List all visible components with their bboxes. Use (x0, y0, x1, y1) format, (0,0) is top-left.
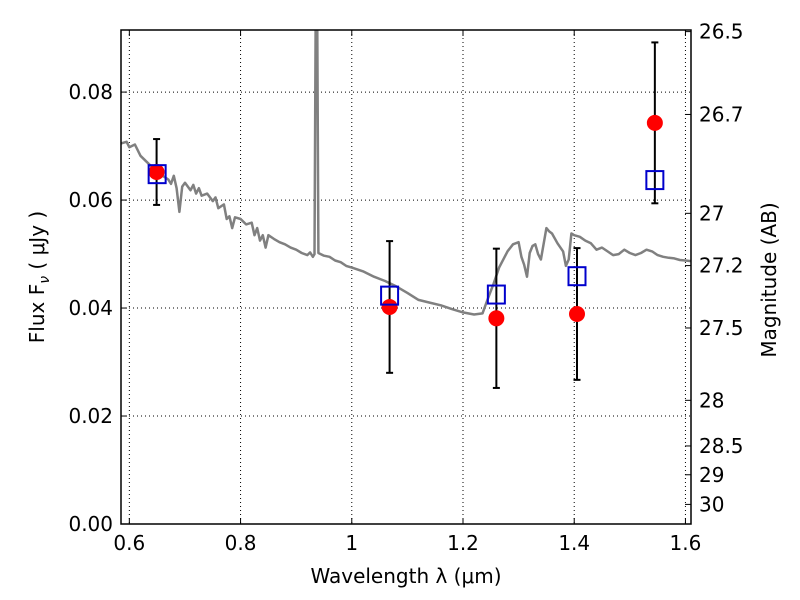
y2-tick-label: 27 (699, 201, 724, 225)
y-axis-label-units: ( μJy ) (25, 211, 49, 276)
x-axis: 0.6 0.8 1 1.2 1.4 1.6 (113, 30, 701, 555)
y2-tick-label: 28 (699, 388, 724, 412)
model-flux-square (147, 164, 167, 185)
y2-tick-label: 29 (699, 463, 724, 487)
axes-border (120, 29, 692, 525)
y2-axis: 26.5 26.7 27 27.2 27.5 28 28.5 29 30 (685, 20, 744, 516)
y2-tick-label: 26.7 (699, 102, 744, 126)
axes-frame (120, 29, 692, 525)
y-tick-label: 0.06 (68, 188, 113, 212)
x-tick-label: 1 (345, 531, 358, 555)
grid-lines (121, 30, 691, 524)
y-axis-label-main: Flux F (25, 284, 49, 343)
y-tick-label: 0.00 (68, 512, 113, 536)
y-axis-label-subscript: ν (37, 276, 53, 284)
model-spectrum-line (121, 30, 691, 316)
x-tick-label: 0.6 (113, 531, 145, 555)
x-tick-label: 1.4 (558, 531, 590, 555)
y2-tick-label: 26.5 (699, 20, 744, 44)
model-flux-square (486, 284, 506, 305)
y-tick-label: 0.08 (68, 80, 113, 104)
y-axis: 0.00 0.02 0.04 0.06 0.08 (68, 80, 127, 536)
observed-flux-point (646, 114, 663, 131)
plot-area (121, 30, 691, 389)
model-flux-square (567, 266, 587, 287)
model-flux-square (645, 170, 665, 191)
observed-flux-point (148, 163, 165, 180)
y2-tick-label: 28.5 (699, 434, 744, 458)
y2-tick-label: 30 (699, 492, 724, 516)
y-axis-label: Flux Fν ( μJy ) (25, 211, 53, 343)
model-flux-square (380, 285, 400, 306)
y2-tick-label: 27.2 (699, 254, 744, 278)
y2-axis-label: Magnitude (AB) (757, 202, 781, 357)
y-tick-label: 0.04 (68, 296, 113, 320)
y-tick-label: 0.02 (68, 404, 113, 428)
x-tick-label: 1.6 (670, 531, 702, 555)
x-axis-label: Wavelength λ (μm) (310, 564, 501, 588)
y2-tick-label: 27.5 (699, 316, 744, 340)
observed-flux-point (381, 298, 398, 315)
observed-flux-point (488, 310, 505, 327)
observed-flux-point (569, 305, 585, 322)
x-tick-label: 1.2 (447, 531, 479, 555)
x-tick-label: 0.8 (225, 531, 257, 555)
